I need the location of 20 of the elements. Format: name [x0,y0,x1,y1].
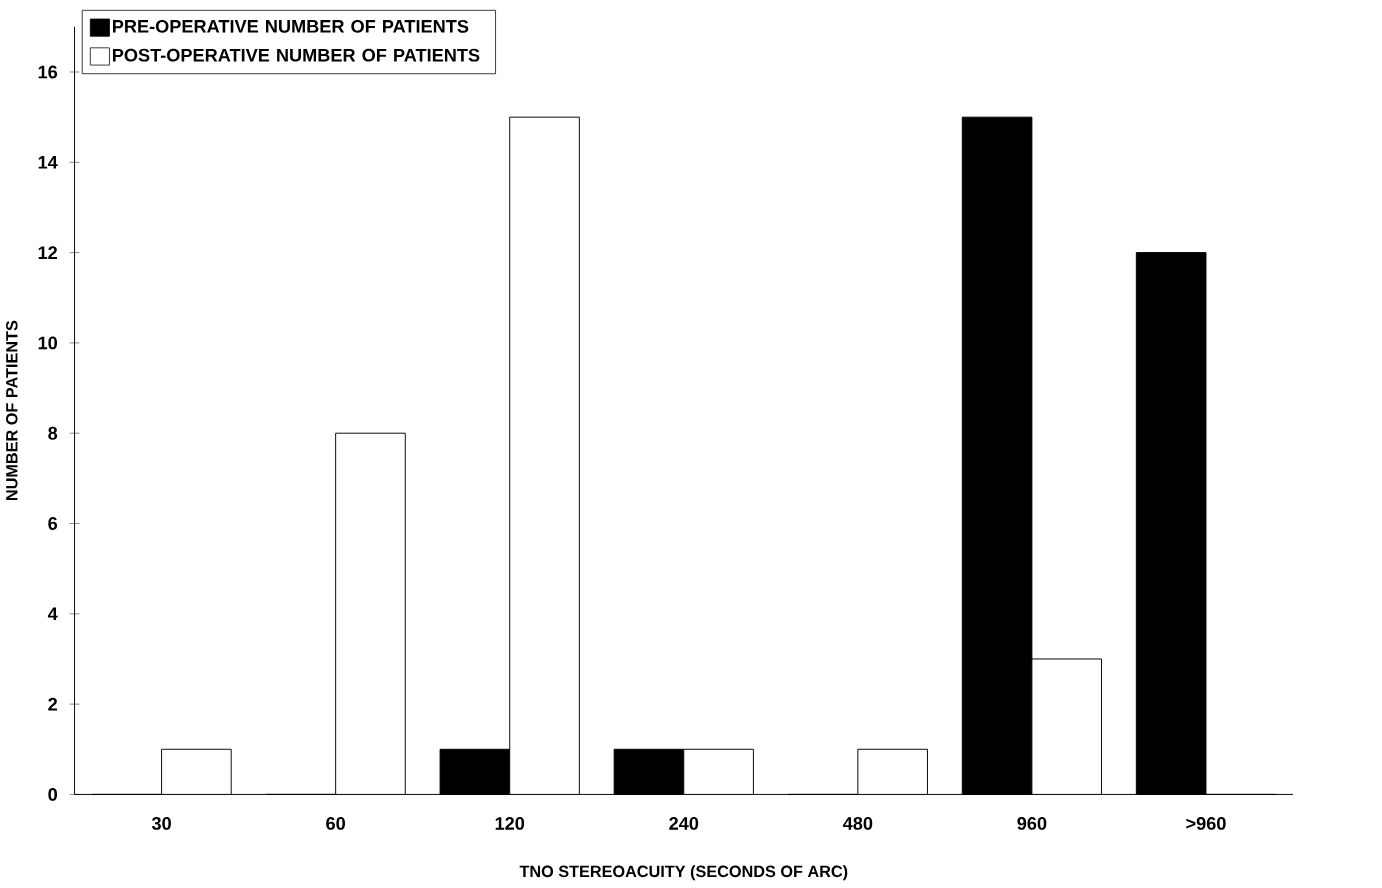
y-tick-label: 4 [47,607,58,620]
y-tick-label: 6 [48,516,58,530]
y-tick-label: 10 [38,336,57,350]
x-axis-title: TNO STEREOACUITY (SECONDS OF ARC) [519,864,848,881]
x-tick-label: 120 [495,816,525,830]
legend-label: PRE-OPERATIVE NUMBER OF PATIENTS [112,19,469,33]
y-tick-label: 0 [48,787,57,801]
x-tick-label: >960 [1186,816,1226,830]
y-tick-label: 2 [48,697,58,711]
y-tick-label: 8 [48,426,58,440]
y-tick-label: 12 [38,246,58,259]
x-tick-label: 480 [842,816,873,830]
x-tick-label: 30 [151,816,171,830]
x-tick-label: 240 [669,816,699,830]
legend-label: POST-OPERATIVE NUMBER OF PATIENTS [112,48,480,62]
y-tick-label: 16 [38,65,58,79]
x-tick-label: 960 [1017,816,1047,830]
x-tick-label: 60 [326,816,345,830]
y-axis-title: NUMBER OF PATIENTS [6,320,18,500]
y-tick-label: 14 [38,155,58,169]
